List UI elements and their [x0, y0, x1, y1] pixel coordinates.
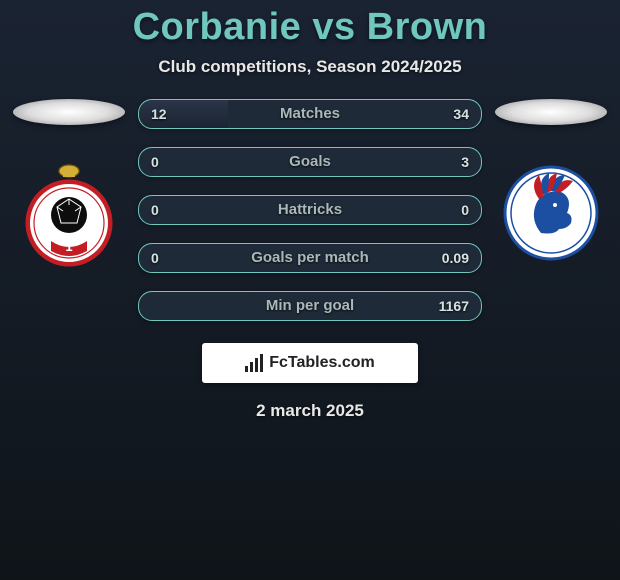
stat-label: Matches	[139, 100, 481, 128]
right-team-badge	[501, 153, 601, 273]
stat-value-right: 34	[453, 100, 469, 128]
stat-label: Goals per match	[139, 244, 481, 272]
stat-value-right: 0	[461, 196, 469, 224]
gent-crest-icon	[501, 163, 601, 263]
content-row: 1 12Matches340Goals30Hattricks00Goals pe…	[0, 99, 620, 321]
stat-label: Min per goal	[139, 292, 481, 320]
stat-row: Min per goal1167	[138, 291, 482, 321]
stat-label: Hattricks	[139, 196, 481, 224]
left-column: 1	[4, 99, 134, 273]
stat-value-right: 0.09	[442, 244, 469, 272]
stat-row: 0Goals per match0.09	[138, 243, 482, 273]
page-title: Corbanie vs Brown	[0, 0, 620, 49]
stats-column: 12Matches340Goals30Hattricks00Goals per …	[134, 99, 486, 321]
bar-chart-icon	[245, 354, 263, 372]
antwerp-crest-icon: 1	[19, 153, 119, 273]
left-team-badge: 1	[19, 153, 119, 273]
page-subtitle: Club competitions, Season 2024/2025	[0, 57, 620, 77]
stat-value-right: 1167	[439, 292, 469, 320]
spotlight-oval-left	[13, 99, 125, 125]
spotlight-oval-right	[495, 99, 607, 125]
stat-row: 0Goals3	[138, 147, 482, 177]
left-badge-number: 1	[65, 239, 72, 254]
attribution-badge: FcTables.com	[202, 343, 418, 383]
stat-label: Goals	[139, 148, 481, 176]
comparison-card: Corbanie vs Brown Club competitions, Sea…	[0, 0, 620, 580]
right-column	[486, 99, 616, 273]
attribution-text: FcTables.com	[269, 354, 375, 372]
stat-row: 12Matches34	[138, 99, 482, 129]
stat-value-right: 3	[461, 148, 469, 176]
match-date: 2 march 2025	[0, 401, 620, 421]
stat-row: 0Hattricks0	[138, 195, 482, 225]
